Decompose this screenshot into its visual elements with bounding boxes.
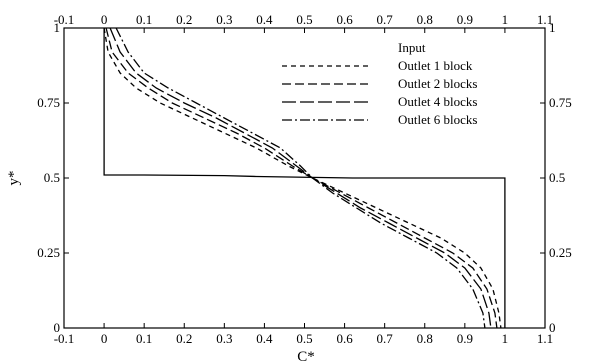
x-tick-label-bottom: 0.1 <box>136 331 152 346</box>
x-tick-label-top: 0.5 <box>296 12 312 27</box>
x-tick-label-top: 0.8 <box>417 12 433 27</box>
x-tick-label-bottom: 1.1 <box>537 331 553 346</box>
x-tick-label-top: 1.1 <box>537 12 553 27</box>
x-tick-label-bottom: 0.4 <box>256 331 273 346</box>
x-tick-label-top: 0.2 <box>176 12 192 27</box>
x-tick-label-top: 0.4 <box>256 12 273 27</box>
y-tick-label-right: 0 <box>549 320 556 335</box>
legend-label: Outlet 2 blocks <box>398 76 477 91</box>
y-tick-label-right: 1 <box>549 20 556 35</box>
x-tick-label-bottom: 0.7 <box>377 331 394 346</box>
x-tick-label-bottom: 1 <box>502 331 509 346</box>
x-tick-label-bottom: 0.3 <box>216 331 232 346</box>
y-tick-label-right: 0.5 <box>549 170 565 185</box>
series-line-0 <box>103 28 506 328</box>
series-line-1 <box>103 27 502 329</box>
legend-label: Outlet 4 blocks <box>398 94 477 109</box>
x-tick-label-bottom: -0.1 <box>54 331 75 346</box>
x-tick-label-bottom: 0.9 <box>457 331 473 346</box>
x-tick-label-bottom: 0.6 <box>336 331 353 346</box>
legend-label: Outlet 1 block <box>398 58 473 73</box>
y-axis-title: y* <box>6 171 22 186</box>
y-tick-label-right: 0.25 <box>549 245 572 260</box>
y-tick-label-left: 1 <box>54 20 61 35</box>
legend-label: Outlet 6 blocks <box>398 112 477 127</box>
y-tick-label-left: 0 <box>54 320 61 335</box>
x-tick-label-top: 0.7 <box>377 12 394 27</box>
y-tick-label-left: 0.25 <box>37 245 60 260</box>
x-tick-label-top: 0.9 <box>457 12 473 27</box>
x-axis-title: C* <box>297 349 315 364</box>
y-tick-label-left: 0.75 <box>37 95 60 110</box>
x-tick-label-bottom: 0.5 <box>296 331 312 346</box>
x-tick-label-bottom: 0.8 <box>417 331 433 346</box>
y-tick-label-left: 0.5 <box>44 170 60 185</box>
x-tick-label-top: 0.3 <box>216 12 232 27</box>
x-tick-label-top: 1 <box>502 12 509 27</box>
series-lines <box>103 27 506 329</box>
x-tick-label-top: 0.6 <box>336 12 353 27</box>
ticks: -0.1-0.1000.10.10.20.20.30.30.40.40.50.5… <box>37 12 572 346</box>
x-tick-label-top: 0.1 <box>136 12 152 27</box>
legend-label: Input <box>398 40 426 55</box>
x-tick-label-bottom: 0 <box>101 331 108 346</box>
series-line-4 <box>115 27 486 329</box>
x-tick-label-bottom: 0.2 <box>176 331 192 346</box>
x-tick-label-top: 0 <box>101 12 108 27</box>
x-tick-label-top: -0.1 <box>54 12 75 27</box>
legend: Input Outlet 1 block Outlet 2 blocks Outlet… <box>282 40 477 127</box>
y-tick-label-right: 0.75 <box>549 95 572 110</box>
